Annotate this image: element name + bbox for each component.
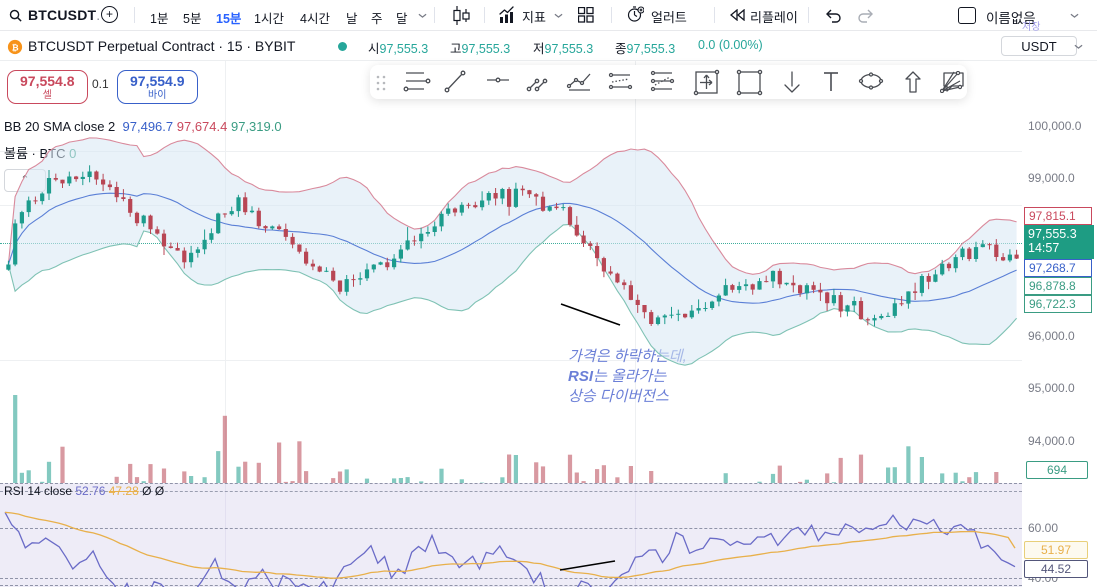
svg-text:₿: ₿ bbox=[12, 43, 19, 53]
